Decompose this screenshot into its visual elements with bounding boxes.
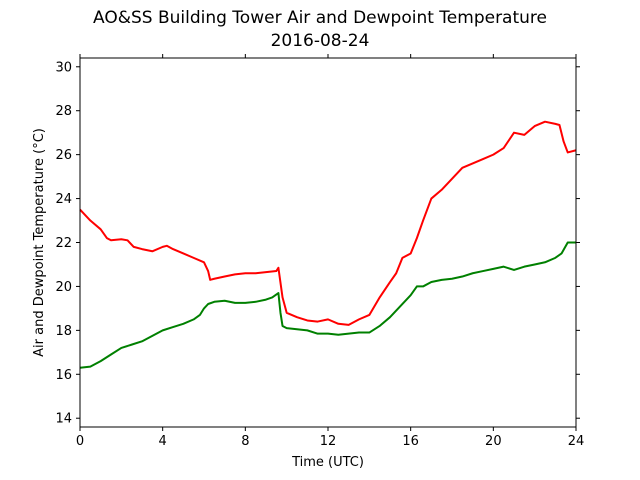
y-tick-label: 16 — [55, 368, 72, 383]
y-tick-label: 22 — [55, 236, 72, 251]
series-line-1 — [79, 241, 576, 369]
y-tick-label: 24 — [55, 192, 72, 207]
y-tick-label: 18 — [55, 324, 72, 339]
y-tick-label: 20 — [55, 280, 72, 295]
y-axis-label: Air and Dewpoint Temperature (°C) — [32, 128, 47, 357]
y-tick-label: 28 — [55, 104, 72, 119]
x-tick-label: 16 — [402, 434, 419, 449]
x-tick-label: 8 — [241, 434, 249, 449]
chart-title: AO&SS Building Tower Air and Dewpoint Te… — [93, 8, 547, 28]
x-tick-label: 4 — [159, 434, 167, 449]
x-tick-label: 12 — [320, 434, 337, 449]
chart-subtitle: 2016-08-24 — [271, 31, 370, 51]
x-tick-label: 0 — [76, 434, 84, 449]
plot-frame — [79, 57, 577, 428]
series-layer — [79, 120, 577, 369]
series-line-0 — [79, 120, 577, 326]
x-tick-label: 24 — [568, 434, 585, 449]
y-tick-label: 14 — [55, 412, 72, 427]
tick-layer: 0 4 8 12 16 20 24 14 16 18 20 22 24 26 28 30 — [55, 54, 584, 449]
x-tick-label: 20 — [485, 434, 502, 449]
y-tick-label: 30 — [55, 60, 72, 75]
y-tick-label: 26 — [55, 148, 72, 163]
x-axis-label: Time (UTC) — [291, 455, 364, 470]
